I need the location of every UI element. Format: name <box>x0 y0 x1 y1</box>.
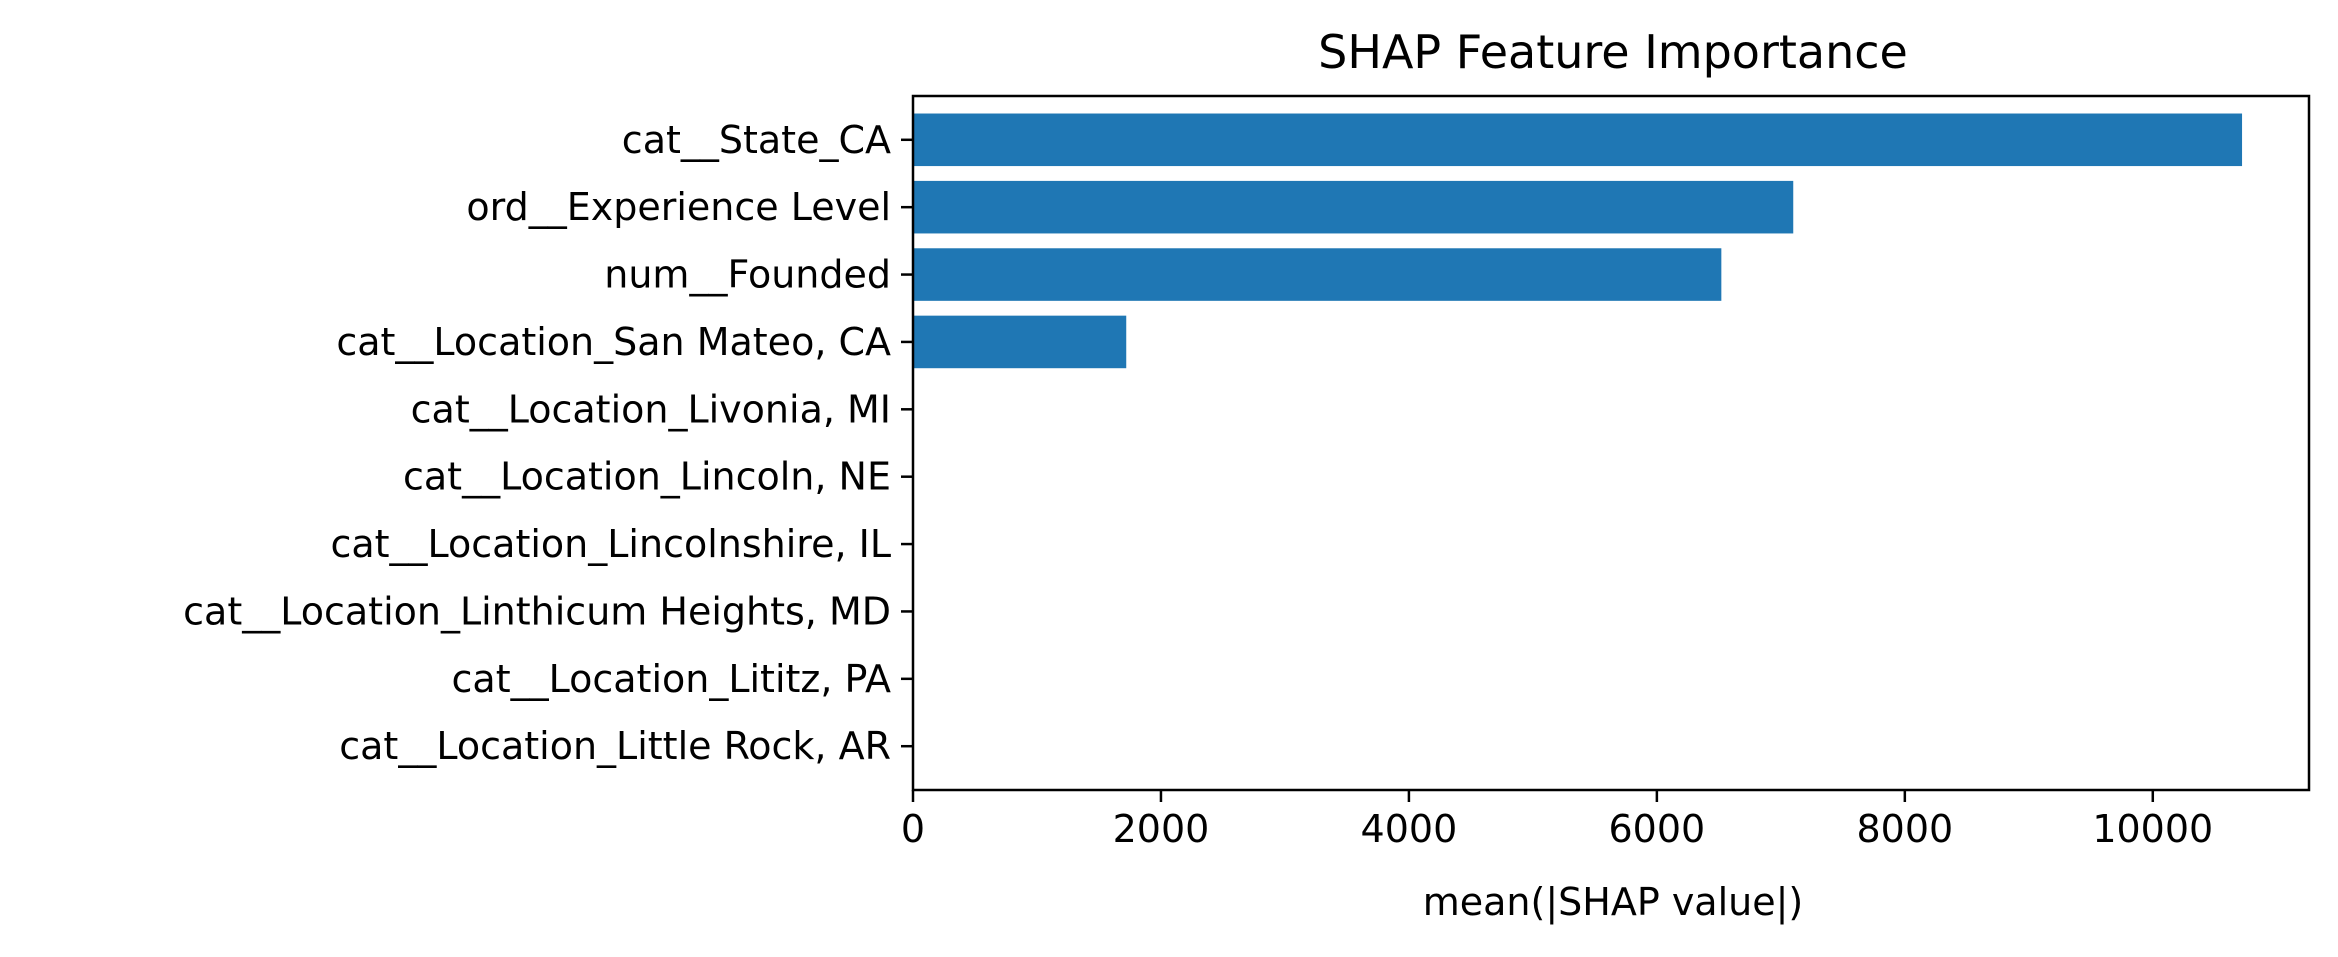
y-tick-label: cat__Location_Little Rock, AR <box>339 724 891 768</box>
bar <box>913 315 1127 369</box>
bar <box>913 248 1722 301</box>
x-tick-label: 2000 <box>1113 807 1210 851</box>
y-tick-label: cat__Location_San Mateo, CA <box>336 320 891 364</box>
y-tick-label: cat__Location_Lititz, PA <box>452 657 891 701</box>
x-axis-ticks: 0 2000 4000 6000 8000 10000 <box>901 790 2213 851</box>
plot-frame <box>911 94 2311 792</box>
x-tick-label: 6000 <box>1609 807 1706 851</box>
bar <box>913 180 1794 234</box>
y-tick-label: cat__Location_Lincolnshire, IL <box>330 522 891 566</box>
y-tick-label: num__Founded <box>604 253 891 297</box>
x-tick-label: 10000 <box>2092 807 2213 851</box>
x-tick-label: 4000 <box>1361 807 1458 851</box>
x-tick-label: 8000 <box>1856 807 1953 851</box>
y-tick-label: cat__State_CA <box>622 118 891 162</box>
y-tick-label: cat__Location_Lincoln, NE <box>403 455 891 499</box>
chart-title: SHAP Feature Importance <box>1318 25 1908 79</box>
y-axis-ticks: cat__State_CA ord__Experience Level num__F… <box>183 118 913 768</box>
x-tick-label: 0 <box>901 807 925 851</box>
x-axis-label: mean(|SHAP value|) <box>1423 880 1804 925</box>
y-tick-label: ord__Experience Level <box>466 185 891 229</box>
y-tick-label: cat__Location_Linthicum Heights, MD <box>183 589 891 633</box>
bar <box>913 113 2243 167</box>
y-tick-label: cat__Location_Livonia, MI <box>411 387 891 431</box>
bars-group <box>913 113 2243 369</box>
